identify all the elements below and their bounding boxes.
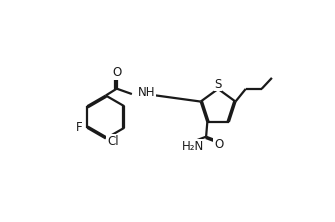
Text: Cl: Cl — [107, 135, 119, 148]
Text: O: O — [214, 139, 223, 151]
Text: S: S — [214, 77, 222, 91]
Text: NH: NH — [138, 86, 155, 99]
Text: F: F — [76, 121, 83, 134]
Text: O: O — [112, 66, 121, 79]
Text: H₂N: H₂N — [182, 140, 204, 153]
